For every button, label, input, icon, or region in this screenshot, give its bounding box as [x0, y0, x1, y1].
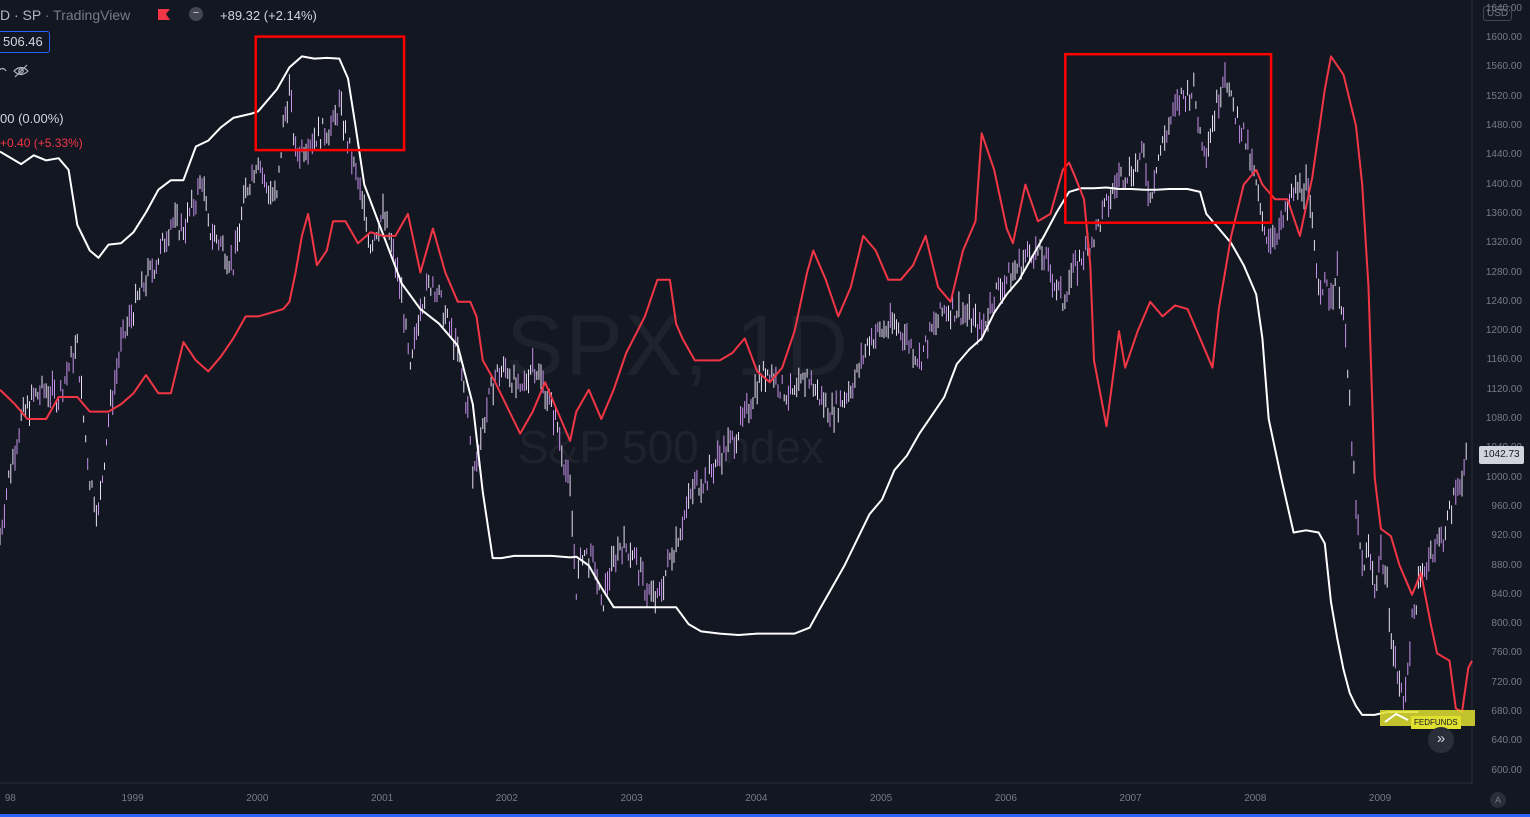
- auto-scale-button[interactable]: A: [1490, 792, 1506, 808]
- x-tick-label: 2008: [1244, 793, 1267, 804]
- y-tick-label: 1640.00: [1485, 2, 1522, 14]
- x-tick-label: 2002: [495, 793, 518, 804]
- bottom-border: [0, 814, 1530, 817]
- price-input[interactable]: 506.46: [0, 31, 50, 53]
- fedfunds-marker-line: [1384, 712, 1409, 723]
- x-tick-label: 2009: [1368, 793, 1392, 804]
- y-tick-label: 1240.00: [1485, 295, 1522, 307]
- y-tick-label: 1560.00: [1485, 61, 1522, 73]
- spx-series: [0, 62, 1467, 710]
- y-tick-label: 760.00: [1491, 647, 1522, 659]
- flag-icon[interactable]: [157, 8, 171, 22]
- price-change: +89.32 (+2.14%): [220, 8, 317, 23]
- y-tick-label: 1160.00: [1486, 354, 1522, 366]
- watermark-name: S&P 500 Index: [518, 421, 825, 473]
- y-tick-label: 1000.00: [1485, 471, 1522, 483]
- fedfunds-label: FEDFUNDS: [1411, 716, 1461, 729]
- x-tick-label: 2003: [620, 793, 643, 804]
- x-tick-label: 2000: [246, 793, 269, 804]
- white-series-line: [0, 55, 1419, 716]
- y-tick-label: 800.00: [1491, 618, 1522, 630]
- y-tick-label: 960.00: [1491, 500, 1522, 512]
- x-tick-label: 2001: [371, 793, 394, 804]
- annotation-rectangle-2[interactable]: [1064, 52, 1273, 224]
- y-tick-label: 1520.00: [1485, 90, 1522, 102]
- x-tick-label: 1999: [121, 793, 144, 804]
- y-tick-label: 1200.00: [1485, 325, 1522, 337]
- y-tick-label: 1480.00: [1485, 120, 1522, 131]
- current-price-label: 1042.73: [1479, 446, 1524, 464]
- y-tick-label: 840.00: [1491, 588, 1522, 600]
- minimize-icon[interactable]: −: [189, 7, 203, 21]
- symbol-title[interactable]: D · SP · TradingView: [0, 7, 130, 23]
- x-tick-label: 2005: [870, 793, 893, 804]
- y-tick-label: 600.00: [1491, 764, 1522, 776]
- y-tick-label: 1400.00: [1485, 178, 1522, 190]
- y-tick-label: 880.00: [1491, 559, 1522, 571]
- indicator-1-value: 00 (0.00%): [0, 111, 64, 126]
- y-tick-label: 1360.00: [1485, 207, 1522, 219]
- hide-eye-icon[interactable]: [0, 64, 30, 78]
- x-tick-label: 98: [4, 793, 16, 804]
- annotation-rectangle-1[interactable]: [254, 35, 406, 152]
- y-tick-label: 640.00: [1491, 735, 1522, 747]
- y-tick-label: 720.00: [1491, 676, 1522, 688]
- x-tick-label: 2004: [745, 793, 768, 804]
- y-tick-label: 1280.00: [1485, 266, 1522, 278]
- y-tick-label: 1600.00: [1485, 32, 1522, 44]
- y-tick-label: 680.00: [1491, 706, 1522, 717]
- y-tick-label: 920.00: [1491, 530, 1522, 542]
- symbol-label: D · SP: [0, 7, 41, 23]
- y-tick-label: 1120.00: [1486, 383, 1522, 395]
- y-tick-label: 1080.00: [1485, 413, 1522, 424]
- scroll-to-realtime-icon[interactable]: »: [1428, 727, 1454, 753]
- currency-selector[interactable]: USD: [1483, 6, 1513, 21]
- fedfunds-series-line: [0, 55, 1473, 713]
- source-label: · TradingView: [44, 7, 131, 23]
- x-tick-label: 2007: [1119, 793, 1142, 804]
- indicator-2-value: +0.40 (+5.33%): [0, 136, 83, 150]
- x-tick-label: 2006: [994, 793, 1017, 804]
- y-tick-label: 1320.00: [1485, 237, 1522, 249]
- y-tick-label: 1440.00: [1485, 149, 1522, 161]
